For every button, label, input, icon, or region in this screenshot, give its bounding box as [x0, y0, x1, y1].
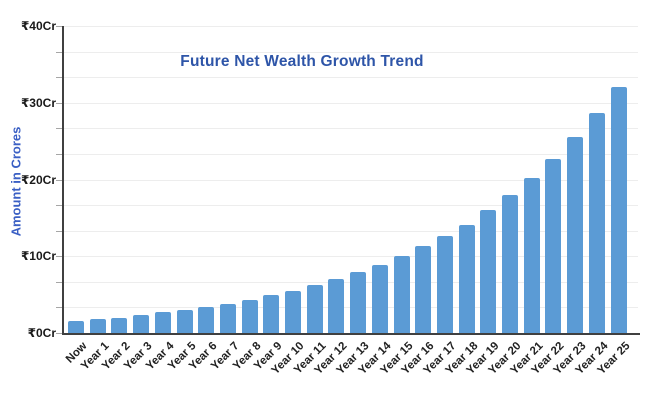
gridline — [64, 51, 638, 53]
bar-year-7 — [219, 303, 236, 333]
bar-year-4 — [154, 312, 171, 333]
bar-year-11 — [306, 284, 323, 333]
bar-year-23 — [567, 137, 584, 333]
bar-year-2 — [111, 317, 128, 333]
y-tick-mark — [56, 77, 62, 79]
y-tick-mark — [56, 153, 62, 155]
y-tick-label: ₹40Cr — [20, 19, 56, 33]
y-tick-label: ₹30Cr — [20, 95, 56, 110]
bar-year-6 — [198, 306, 215, 333]
gridline — [64, 26, 638, 27]
bar-year-8 — [241, 299, 258, 333]
y-tick-label: ₹20Cr — [20, 172, 56, 187]
x-axis-line — [62, 333, 640, 335]
y-tick-mark — [56, 179, 62, 181]
y-tick-mark — [56, 333, 62, 334]
y-tick-mark — [56, 230, 62, 232]
bar-year-14 — [371, 264, 388, 333]
y-tick-mark — [56, 128, 62, 130]
y-axis-line — [62, 26, 64, 334]
bar-year-20 — [502, 194, 518, 333]
gridline — [64, 179, 638, 181]
gridline — [64, 153, 638, 155]
bar-year-17 — [436, 235, 453, 333]
bar-year-9 — [263, 295, 280, 333]
bar-year-10 — [285, 290, 301, 333]
y-tick-mark — [56, 281, 62, 283]
gridline — [64, 128, 638, 130]
y-tick-mark — [56, 26, 62, 27]
gridline — [64, 102, 638, 104]
bar-year-24 — [588, 113, 605, 333]
bar-year-16 — [415, 246, 432, 333]
bar-now — [68, 320, 84, 333]
gridline — [64, 256, 638, 258]
chart-title: Future Net Wealth Growth Trend — [180, 53, 424, 70]
bar-year-25 — [610, 87, 627, 333]
y-tick-label: ₹0Cr — [27, 326, 56, 340]
bar-year-1 — [89, 319, 106, 333]
y-tick-mark — [56, 256, 62, 258]
bar-year-12 — [328, 278, 345, 333]
gridline — [64, 205, 638, 207]
bar-year-19 — [480, 210, 497, 333]
bar-year-13 — [350, 271, 367, 333]
gridline — [64, 77, 638, 79]
bar-year-5 — [176, 309, 193, 333]
gridline — [64, 230, 638, 232]
bar-year-21 — [523, 177, 540, 333]
y-tick-mark — [56, 205, 62, 207]
bar-year-15 — [393, 256, 410, 333]
y-tick-mark — [56, 307, 62, 309]
bar-year-22 — [545, 158, 562, 333]
y-tick-mark — [56, 51, 62, 53]
bar-year-18 — [458, 224, 475, 333]
y-tick-label: ₹10Cr — [20, 249, 56, 264]
y-tick-mark — [56, 102, 62, 104]
bar-year-3 — [133, 315, 150, 333]
